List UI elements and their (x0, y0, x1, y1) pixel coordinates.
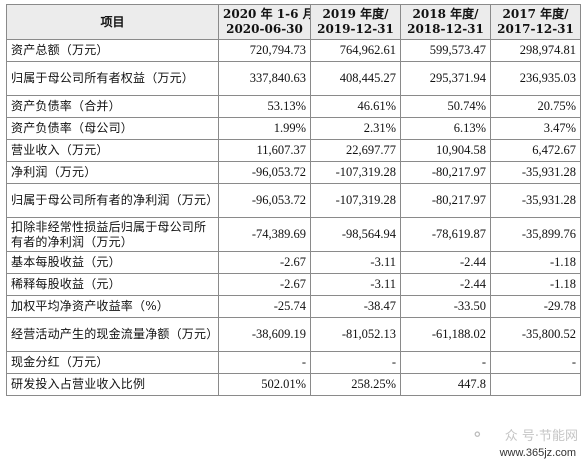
row-value: -3.11 (310, 251, 401, 274)
table-row: 现金分红（万元） - - - - (6, 351, 581, 374)
row-label: 资产负债率（合并） (6, 95, 219, 118)
row-value: -96,053.72 (218, 183, 311, 218)
watermark: ⚬ 众 号·节能网 www.365jz.com (418, 425, 578, 459)
header-period: 2020 年 1-6 月/ 2020-06-30 (218, 4, 311, 40)
table-row: 经营活动产生的现金流量净额（万元） -38,609.19 -81,052.13 … (6, 317, 581, 352)
row-value: -3.11 (310, 273, 401, 296)
table-row: 基本每股收益（元） -2.67 -3.11 -2.44 -1.18 (6, 251, 581, 274)
row-value: 764,962.61 (310, 39, 401, 62)
row-label: 扣除非经常性损益后归属于母公司所有者的净利润（万元） (6, 217, 219, 252)
row-value: 20.75% (490, 95, 581, 118)
row-value: 22,697.77 (310, 139, 401, 162)
row-value: 6.13% (400, 117, 491, 140)
row-value: -38.47 (310, 295, 401, 318)
row-value: -80,217.97 (400, 161, 491, 184)
row-value: 236,935.03 (490, 61, 581, 96)
row-value: - (310, 351, 401, 374)
row-value: -107,319.28 (310, 161, 401, 184)
row-value: 408,445.27 (310, 61, 401, 96)
row-label: 研发投入占营业收入比例 (6, 373, 219, 396)
row-value: 11,607.37 (218, 139, 311, 162)
row-value: - (218, 351, 311, 374)
table-row: 加权平均净资产收益率（%） -25.74 -38.47 -33.50 -29.7… (6, 295, 581, 318)
row-value: 337,840.63 (218, 61, 311, 96)
row-value: - (490, 351, 581, 374)
row-value: -2.44 (400, 251, 491, 274)
row-label: 加权平均净资产收益率（%） (6, 295, 219, 318)
row-value: -2.44 (400, 273, 491, 296)
row-value: -74,389.69 (218, 217, 311, 252)
row-value: - (400, 351, 491, 374)
row-value: 295,371.94 (400, 61, 491, 96)
row-value: -1.18 (490, 251, 581, 274)
row-value: -35,931.28 (490, 183, 581, 218)
row-label: 归属于母公司所有者的净利润（万元） (6, 183, 219, 218)
table-row: 归属于母公司所有者的净利润（万元） -96,053.72 -107,319.28… (6, 183, 581, 218)
header-period: 2019 年度/ 2019-12-31 (310, 4, 401, 40)
row-value: -80,217.97 (400, 183, 491, 218)
row-value: 10,904.58 (400, 139, 491, 162)
row-value: -38,609.19 (218, 317, 311, 352)
row-value: -25.74 (218, 295, 311, 318)
row-label: 现金分红（万元） (6, 351, 219, 374)
header-period: 2017 年度/ 2017-12-31 (490, 4, 581, 40)
table-row: 稀释每股收益（元） -2.67 -3.11 -2.44 -1.18 (6, 273, 581, 296)
row-value: 502.01% (218, 373, 311, 396)
table-row: 净利润（万元） -96,053.72 -107,319.28 -80,217.9… (6, 161, 581, 184)
table-row: 扣除非经常性损益后归属于母公司所有者的净利润（万元） -74,389.69 -9… (6, 217, 581, 252)
row-value: 46.61% (310, 95, 401, 118)
row-value (490, 373, 581, 396)
row-label: 基本每股收益（元） (6, 251, 219, 274)
table-row: 资产总额（万元） 720,794.73 764,962.61 599,573.4… (6, 39, 581, 62)
row-value: -35,899.76 (490, 217, 581, 252)
table-row: 归属于母公司所有者权益（万元） 337,840.63 408,445.27 29… (6, 61, 581, 96)
row-label: 经营活动产生的现金流量净额（万元） (6, 317, 219, 352)
row-value: -29.78 (490, 295, 581, 318)
row-label: 归属于母公司所有者权益（万元） (6, 61, 219, 96)
row-value: -33.50 (400, 295, 491, 318)
row-value: 2.31% (310, 117, 401, 140)
row-value: 50.74% (400, 95, 491, 118)
row-value: 258.25% (310, 373, 401, 396)
row-value: -61,188.02 (400, 317, 491, 352)
header-item: 项目 (6, 4, 219, 40)
row-value: 298,974.81 (490, 39, 581, 62)
table-row: 营业收入（万元） 11,607.37 22,697.77 10,904.58 6… (6, 139, 581, 162)
row-value: 6,472.67 (490, 139, 581, 162)
row-value: -35,800.52 (490, 317, 581, 352)
row-value: 3.47% (490, 117, 581, 140)
wechat-icon: ⚬ (470, 425, 484, 444)
table-row: 资产负债率（母公司） 1.99% 2.31% 6.13% 3.47% (6, 117, 581, 140)
row-value: -2.67 (218, 273, 311, 296)
row-label: 营业收入（万元） (6, 139, 219, 162)
row-value: -78,619.87 (400, 217, 491, 252)
row-value: 53.13% (218, 95, 311, 118)
header-row: 项目 2020 年 1-6 月/ 2020-06-30 2019 年度/ 201… (6, 4, 581, 40)
row-value: 447.8 (400, 373, 491, 396)
row-value: 599,573.47 (400, 39, 491, 62)
row-value: 720,794.73 (218, 39, 311, 62)
row-value: -81,052.13 (310, 317, 401, 352)
row-value: -96,053.72 (218, 161, 311, 184)
row-label: 资产总额（万元） (6, 39, 219, 62)
row-label: 稀释每股收益（元） (6, 273, 219, 296)
row-value: -2.67 (218, 251, 311, 274)
watermark-text: 众 号·节能网 (504, 429, 578, 444)
row-value: 1.99% (218, 117, 311, 140)
financial-table: 项目 2020 年 1-6 月/ 2020-06-30 2019 年度/ 201… (6, 4, 581, 396)
header-period: 2018 年度/ 2018-12-31 (400, 4, 491, 40)
row-label: 资产负债率（母公司） (6, 117, 219, 140)
row-value: -35,931.28 (490, 161, 581, 184)
watermark-site: www.365jz.com (497, 447, 578, 459)
row-value: -1.18 (490, 273, 581, 296)
table-row: 研发投入占营业收入比例 502.01% 258.25% 447.8 (6, 373, 581, 396)
row-value: -107,319.28 (310, 183, 401, 218)
row-label: 净利润（万元） (6, 161, 219, 184)
row-value: -98,564.94 (310, 217, 401, 252)
table-row: 资产负债率（合并） 53.13% 46.61% 50.74% 20.75% (6, 95, 581, 118)
